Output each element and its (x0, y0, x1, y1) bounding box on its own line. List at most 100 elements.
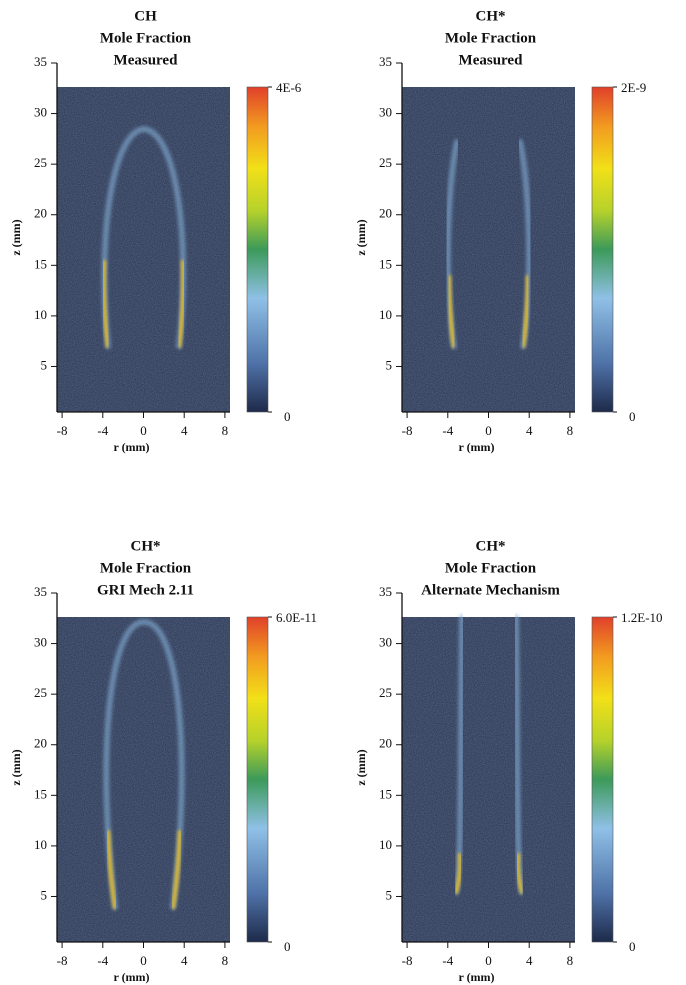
panel-title: CH* (476, 8, 506, 24)
y-tick-label: 25 (379, 685, 392, 700)
y-tick-label: 10 (34, 837, 47, 852)
panel: CH* Mole Fraction Alternate Mechanism 5 10 15… (354, 538, 663, 983)
y-tick-label: 25 (379, 155, 392, 170)
panel-title: Measured (459, 52, 524, 68)
y-tick-label: 5 (386, 887, 393, 902)
y-tick-label: 30 (379, 105, 392, 120)
x-axis-label: r (mm) (113, 970, 149, 984)
panel-title: Alternate Mechanism (421, 582, 560, 598)
heatmap-texture (57, 87, 230, 412)
heatmap-texture (402, 87, 575, 412)
flame-hot (515, 853, 524, 894)
x-tick-label: -8 (402, 953, 413, 968)
flame-sheet (101, 125, 187, 349)
colorbar (246, 616, 269, 943)
heatmap-texture (57, 617, 230, 942)
colorbar-tick-label: 1.2E-10 (621, 610, 663, 625)
panel-title: Mole Fraction (445, 30, 537, 46)
y-axis-label: z (mm) (354, 219, 368, 255)
y-tick-label: 15 (34, 786, 47, 801)
x-tick-label: -8 (402, 423, 413, 438)
panel-title: GRI Mech 2.11 (97, 582, 194, 598)
colorbar-tick-label: 4E-6 (276, 80, 302, 95)
y-tick-label: 20 (379, 736, 392, 751)
x-tick-label: -4 (442, 423, 453, 438)
x-tick-label: -4 (97, 953, 108, 968)
y-axis-label: z (mm) (9, 749, 23, 785)
panel-title: Mole Fraction (100, 560, 192, 576)
x-tick-label: -8 (57, 953, 68, 968)
flame-hot (447, 275, 456, 348)
y-tick-label: 30 (34, 105, 47, 120)
x-tick-label: 0 (485, 953, 492, 968)
x-axis-label: r (mm) (458, 440, 494, 454)
flame-hot (101, 260, 110, 348)
x-axis-label: r (mm) (113, 440, 149, 454)
flame (101, 125, 187, 349)
x-tick-label: 8 (222, 423, 229, 438)
y-tick-label: 5 (41, 887, 48, 902)
y-tick-label: 10 (379, 307, 392, 322)
y-tick-label: 30 (379, 635, 392, 650)
y-tick-label: 15 (379, 786, 392, 801)
y-tick-label: 15 (379, 256, 392, 271)
x-tick-label: 4 (181, 953, 188, 968)
y-tick-label: 5 (41, 357, 48, 372)
panel: CH* Mole Fraction GRI Mech 2.11 5 10 15 20 25 30… (9, 538, 317, 983)
x-tick-label: 4 (181, 423, 188, 438)
colorbar-tick-label: 6.0E-11 (276, 610, 317, 625)
x-tick-label: 0 (140, 953, 147, 968)
panel-title: CH* (131, 538, 161, 554)
y-tick-label: 20 (34, 206, 47, 221)
y-tick-label: 5 (386, 357, 393, 372)
panel: CH* Mole Fraction Measured 5 10 15 20 25 30 35 -8 -… (354, 8, 647, 453)
panel-title: Measured (114, 52, 179, 68)
flame-hot (171, 830, 182, 909)
y-tick-label: 10 (34, 307, 47, 322)
x-tick-label: -4 (97, 423, 108, 438)
flame (103, 618, 185, 910)
panel: CH Mole Fraction Measured 5 10 15 20 25 30 35 -8 -4… (9, 8, 302, 453)
y-tick-label: 15 (34, 256, 47, 271)
x-tick-label: 8 (567, 423, 574, 438)
x-tick-label: 8 (567, 953, 574, 968)
y-axis-label: z (mm) (354, 749, 368, 785)
y-tick-label: 35 (379, 584, 392, 599)
flame-hot (454, 853, 463, 894)
x-tick-label: 8 (222, 953, 229, 968)
y-tick-label: 30 (34, 635, 47, 650)
panel-title: CH (134, 8, 157, 24)
colorbar (246, 86, 269, 413)
panel-title: Mole Fraction (100, 30, 192, 46)
x-tick-label: 4 (526, 953, 533, 968)
colorbar-tick-label: 0 (284, 409, 291, 424)
y-tick-label: 25 (34, 685, 47, 700)
flame (453, 614, 525, 895)
colorbar-tick-label: 2E-9 (621, 80, 646, 95)
colorbar (591, 86, 614, 413)
x-tick-label: -8 (57, 423, 68, 438)
y-tick-label: 35 (34, 584, 47, 599)
colorbar (591, 616, 614, 943)
x-tick-label: -4 (442, 953, 453, 968)
x-tick-label: 4 (526, 423, 533, 438)
x-axis-label: r (mm) (458, 970, 494, 984)
flame-sheet (103, 618, 185, 910)
panel-title: CH* (476, 538, 506, 554)
flame-hot (106, 830, 117, 909)
y-axis-label: z (mm) (9, 219, 23, 255)
colorbar-tick-label: 0 (629, 939, 636, 954)
y-tick-label: 20 (379, 206, 392, 221)
flame-hot (177, 260, 186, 348)
colorbar-tick-label: 0 (284, 939, 291, 954)
flame (444, 139, 533, 349)
y-tick-label: 35 (379, 54, 392, 69)
colorbar-tick-label: 0 (629, 409, 636, 424)
heatmap-texture (402, 617, 575, 942)
x-tick-label: 0 (140, 423, 147, 438)
panel-title: Mole Fraction (445, 560, 537, 576)
y-tick-label: 10 (379, 837, 392, 852)
flame-hot (521, 275, 530, 348)
y-tick-label: 25 (34, 155, 47, 170)
